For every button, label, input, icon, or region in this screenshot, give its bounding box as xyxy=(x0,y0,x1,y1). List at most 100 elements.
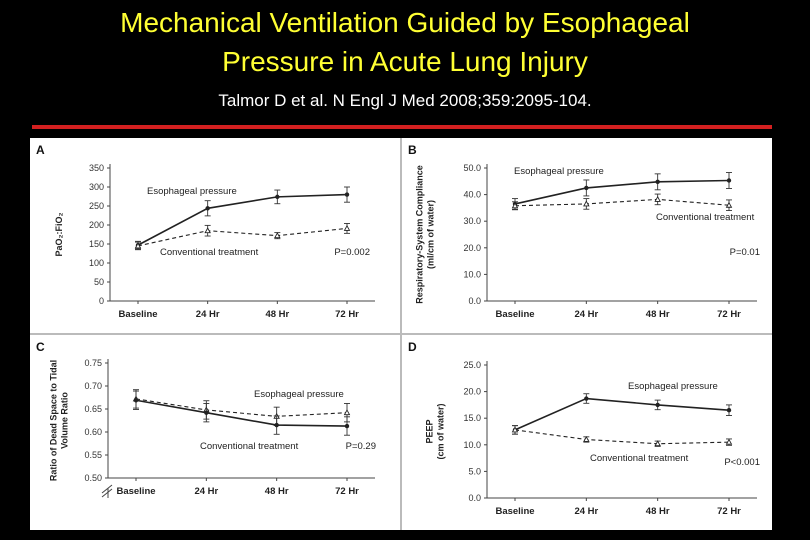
series-label: Esophageal pressure xyxy=(254,389,344,400)
data-point xyxy=(655,179,660,185)
figure-panel-grid: A 0 50 100 150 200 250 300 350 Baseline 24 Hr 48 Hr… xyxy=(30,138,772,530)
data-point xyxy=(654,440,661,447)
panel-c: C 0.50 0.55 0.60 0.65 0.70 0.75 Baseline 24 Hr 48… xyxy=(30,335,400,530)
data-point xyxy=(511,426,519,433)
y-axis-label-line: Ratio of Dead Space to Tidal xyxy=(49,360,59,481)
data-point xyxy=(655,402,660,408)
data-point xyxy=(654,195,661,202)
y-tick-label: 0.75 xyxy=(84,358,102,368)
y-tick-label: 350 xyxy=(89,163,104,173)
panel-letter: A xyxy=(36,143,45,157)
y-axis-label: PEEP (cm of water) xyxy=(425,403,446,459)
y-axis-label-line: (ml/cm of water) xyxy=(426,200,436,269)
series-label: Conventional treatment xyxy=(160,247,259,258)
y-tick-label: 0.0 xyxy=(468,296,481,306)
chart-b: B 0.0 10.0 20.0 30.0 40.0 50.0 Baseline 24 Hr 48 … xyxy=(408,143,760,320)
y-tick-label: 30.0 xyxy=(463,216,481,226)
axis-break-mark xyxy=(101,488,113,498)
data-point xyxy=(584,396,589,401)
data-point xyxy=(343,224,351,231)
series-label: Esophageal pressure xyxy=(628,381,718,392)
y-tick-label: 40.0 xyxy=(463,190,481,200)
data-point xyxy=(275,194,280,200)
p-value: P<0.001 xyxy=(724,457,760,468)
x-tick-label: 72 Hr xyxy=(335,309,359,320)
y-axis-label-line: (cm of water) xyxy=(436,403,446,459)
y-tick-label: 25.0 xyxy=(463,360,481,370)
y-axis-label-line: Respiratory-System Compliance xyxy=(415,165,425,304)
data-point xyxy=(343,409,351,416)
series-line-esophageal-pressure xyxy=(514,179,730,205)
y-tick-label: 0.0 xyxy=(468,493,481,503)
y-tick-label: 0.50 xyxy=(84,473,102,483)
y-tick-label: 150 xyxy=(89,239,104,249)
panel-divider-vertical xyxy=(400,138,402,530)
y-tick-label: 0.60 xyxy=(84,427,102,437)
data-point xyxy=(726,408,732,413)
y-tick-label: 100 xyxy=(89,258,104,268)
x-tick-label: Baseline xyxy=(118,309,157,320)
data-point xyxy=(511,202,519,209)
series-line-esophageal-pressure xyxy=(514,397,730,431)
x-tick-label: Baseline xyxy=(495,506,534,517)
x-tick-label: 48 Hr xyxy=(646,309,670,320)
data-point xyxy=(725,438,733,445)
y-tick-label: 10.0 xyxy=(463,440,481,450)
x-tick-label: 72 Hr xyxy=(717,506,741,517)
y-tick-label: 10.0 xyxy=(463,269,481,279)
p-value: P=0.01 xyxy=(730,247,760,258)
y-tick-label: 200 xyxy=(89,220,104,230)
slide-title-line2: Pressure in Acute Lung Injury xyxy=(222,46,588,77)
series-line-conventional-treatment xyxy=(135,398,348,417)
x-tick-label: 24 Hr xyxy=(574,506,598,517)
y-tick-label: 0.65 xyxy=(84,404,102,414)
y-tick-label: 5.0 xyxy=(468,466,481,476)
x-tick-label: 48 Hr xyxy=(646,506,670,517)
series-label: Esophageal pressure xyxy=(147,186,237,197)
x-tick-label: 48 Hr xyxy=(265,486,289,497)
series-line-conventional-treatment xyxy=(514,429,730,445)
y-tick-label: 50.0 xyxy=(463,163,481,173)
chart-d: D 0.0 5.0 10.0 15.0 20.0 25.0 Baseline 24 Hr 48 H… xyxy=(408,340,760,517)
y-axis-label: Ratio of Dead Space to Tidal Volume Ratio xyxy=(49,360,70,481)
data-point xyxy=(133,398,139,403)
x-tick-label: Baseline xyxy=(116,486,155,497)
p-value: P=0.002 xyxy=(334,247,370,258)
data-point xyxy=(274,422,279,428)
series-line-esophageal-pressure xyxy=(137,193,348,246)
y-axis-label: PaO₂:FiO₂ xyxy=(54,212,64,256)
data-point xyxy=(134,242,142,249)
y-tick-label: 20.0 xyxy=(463,243,481,253)
series-line-esophageal-pressure xyxy=(135,399,348,427)
chart-c: C 0.50 0.55 0.60 0.65 0.70 0.75 Baseline 24 Hr 48… xyxy=(36,340,376,498)
x-tick-label: 24 Hr xyxy=(194,486,218,497)
x-tick-label: 24 Hr xyxy=(196,309,220,320)
y-axis-label-line: PEEP xyxy=(425,419,435,443)
p-value: P=0.29 xyxy=(346,441,376,452)
x-tick-label: 24 Hr xyxy=(574,309,598,320)
panel-b: B 0.0 10.0 20.0 30.0 40.0 50.0 Baseline 24 Hr 48 … xyxy=(402,138,772,333)
data-point xyxy=(204,227,211,234)
data-point xyxy=(204,410,209,415)
data-point xyxy=(274,232,281,239)
data-point xyxy=(584,185,589,191)
series-label: Esophageal pressure xyxy=(514,166,604,177)
y-axis-label: Respiratory-System Compliance (ml/cm of w… xyxy=(415,165,436,304)
y-tick-label: 0.70 xyxy=(84,381,102,391)
x-tick-label: 48 Hr xyxy=(265,309,289,320)
series-label: Conventional treatment xyxy=(590,453,689,464)
y-tick-label: 20.0 xyxy=(463,387,481,397)
y-axis-label-line: PaO₂:FiO₂ xyxy=(54,212,64,256)
x-tick-label: 72 Hr xyxy=(717,309,741,320)
panel-letter: C xyxy=(36,340,45,354)
data-point xyxy=(344,192,350,197)
data-point xyxy=(725,201,733,208)
data-point xyxy=(344,423,350,429)
data-point xyxy=(205,206,210,211)
y-tick-label: 250 xyxy=(89,201,104,211)
y-axis-label-line: Volume Ratio xyxy=(60,392,70,449)
panel-letter: B xyxy=(408,143,417,157)
citation: Talmor D et al. N Engl J Med 2008;359:20… xyxy=(218,91,592,110)
data-point xyxy=(583,435,590,442)
axis-break-mark xyxy=(101,484,113,494)
